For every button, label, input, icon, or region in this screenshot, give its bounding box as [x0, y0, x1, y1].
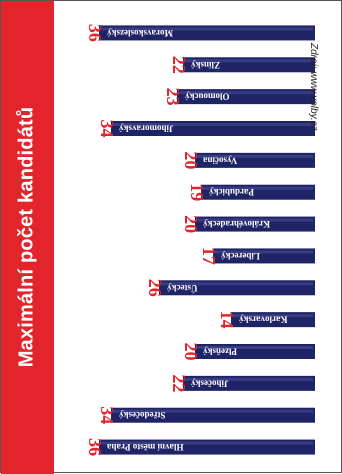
category-label: Pardubický	[209, 187, 255, 197]
category-label: Jihočeský	[191, 378, 229, 388]
value-label: 22	[169, 374, 189, 392]
category-label: Plzeňský	[203, 347, 238, 357]
value-label: 20	[181, 343, 201, 361]
bar-highlight	[179, 91, 313, 95]
source-note: Zdroj: www.volby.cz	[308, 43, 319, 131]
bar-highlight	[215, 250, 313, 254]
value-label: 36	[85, 24, 105, 42]
bar-highlight	[203, 186, 313, 190]
category-label: Královéhradecký	[203, 219, 270, 229]
value-label: 22	[169, 56, 189, 74]
bar-highlight	[161, 282, 313, 286]
bar-highlight	[233, 314, 313, 318]
category-label: Jihomoravský	[119, 124, 174, 134]
category-label: Hlavní město Praha	[107, 442, 184, 452]
value-label: 20	[181, 215, 201, 233]
title-banner: Maximální počet kandidátů	[1, 1, 54, 474]
bar-highlight	[113, 409, 313, 413]
value-label: 19	[187, 183, 207, 201]
bar-highlight	[185, 377, 313, 381]
bar-highlight	[113, 123, 313, 126]
category-label: Zlínský	[191, 60, 221, 70]
bar-highlight	[101, 27, 313, 31]
value-label: 34	[97, 406, 117, 424]
value-label: 36	[85, 438, 105, 456]
value-label: 26	[145, 279, 165, 297]
category-label: Liberecký	[221, 251, 260, 261]
bar-highlight	[197, 154, 313, 158]
category-label: Moravskoslezský	[107, 28, 173, 38]
category-label: Olomoucký	[185, 92, 230, 102]
category-label: Středočeský	[119, 410, 166, 420]
value-label: 17	[199, 247, 219, 265]
bar-highlight	[101, 441, 313, 445]
category-label: Karlovarský	[239, 315, 288, 325]
value-label: 14	[217, 311, 237, 329]
bar-highlight	[185, 59, 313, 63]
value-label: 34	[97, 120, 117, 138]
category-label: Vysočina	[203, 155, 238, 165]
category-label: Ústecký	[167, 283, 198, 293]
value-label: 20	[181, 151, 201, 169]
bar-highlight	[197, 218, 313, 222]
value-label: 23	[163, 88, 183, 106]
bar-highlight	[197, 346, 313, 349]
